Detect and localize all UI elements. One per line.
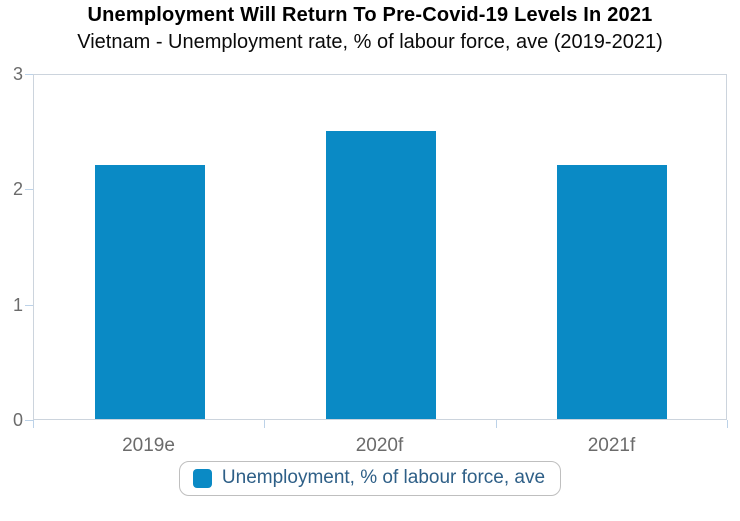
bar-2019e[interactable] [95,165,205,419]
chart-subtitle: Vietnam - Unemployment rate, % of labour… [77,31,663,53]
y-axis-tick [25,420,33,421]
y-axis-tick [25,305,33,306]
legend-swatch-icon [192,468,212,488]
bar-2020f[interactable] [326,131,436,419]
y-axis-label: 0 [12,410,23,430]
x-axis-label: 2021f [587,435,636,456]
y-axis-label: 1 [12,295,23,315]
y-axis-label: 2 [12,179,23,199]
y-axis-label: 3 [12,64,23,84]
bar-2021f[interactable] [557,165,667,419]
y-axis-tick [25,189,33,190]
chart-title: Unemployment Will Return To Pre-Covid-19… [87,4,653,26]
x-axis-tick [496,420,497,428]
x-axis-tick [33,420,34,428]
x-axis-label: 2019e [122,435,175,456]
legend: Unemployment, % of labour force, ave [0,461,740,496]
legend-item-label: Unemployment, % of labour force, ave [221,467,546,488]
plot-area [33,74,727,420]
x-axis-label: 2020f [355,435,404,456]
legend-item-unemployment[interactable]: Unemployment, % of labour force, ave [178,461,562,496]
x-axis-tick [727,420,728,428]
x-axis-tick [264,420,265,428]
y-axis-tick [25,74,33,75]
